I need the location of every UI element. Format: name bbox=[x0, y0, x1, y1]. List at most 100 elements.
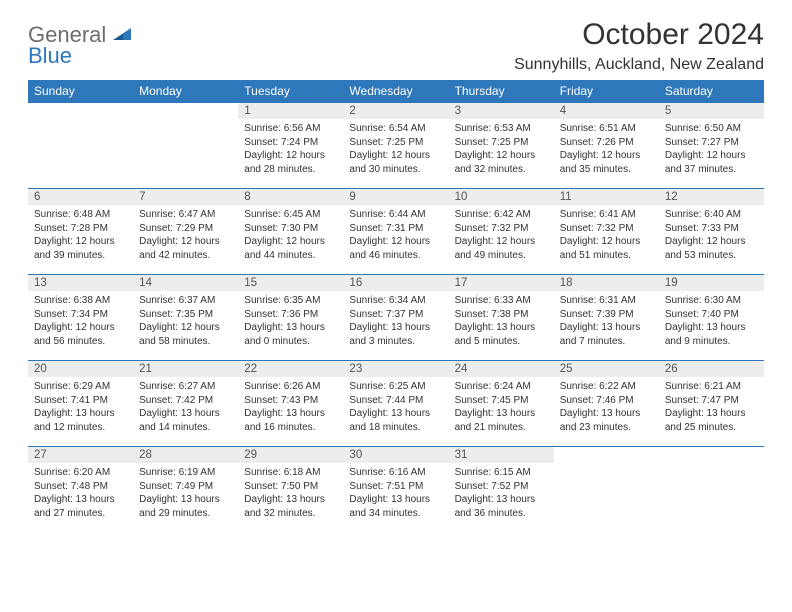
calendar-cell: 5Sunrise: 6:50 AMSunset: 7:27 PMDaylight… bbox=[659, 103, 764, 189]
day-details: Sunrise: 6:53 AMSunset: 7:25 PMDaylight:… bbox=[449, 119, 554, 180]
calendar-cell: 28Sunrise: 6:19 AMSunset: 7:49 PMDayligh… bbox=[133, 447, 238, 533]
calendar-cell: 4Sunrise: 6:51 AMSunset: 7:26 PMDaylight… bbox=[554, 103, 659, 189]
day-number: 6 bbox=[28, 189, 133, 205]
day-number: 3 bbox=[449, 103, 554, 119]
logo: General Blue bbox=[28, 24, 133, 67]
day-number: 13 bbox=[28, 275, 133, 291]
day-details: Sunrise: 6:50 AMSunset: 7:27 PMDaylight:… bbox=[659, 119, 764, 180]
calendar-cell: 10Sunrise: 6:42 AMSunset: 7:32 PMDayligh… bbox=[449, 189, 554, 275]
day-details: Sunrise: 6:31 AMSunset: 7:39 PMDaylight:… bbox=[554, 291, 659, 352]
day-details: Sunrise: 6:25 AMSunset: 7:44 PMDaylight:… bbox=[343, 377, 448, 438]
column-header: Saturday bbox=[659, 80, 764, 103]
day-details: Sunrise: 6:16 AMSunset: 7:51 PMDaylight:… bbox=[343, 463, 448, 524]
day-number: 10 bbox=[449, 189, 554, 205]
day-number: 9 bbox=[343, 189, 448, 205]
day-details: Sunrise: 6:33 AMSunset: 7:38 PMDaylight:… bbox=[449, 291, 554, 352]
calendar-cell: 27Sunrise: 6:20 AMSunset: 7:48 PMDayligh… bbox=[28, 447, 133, 533]
day-number: 27 bbox=[28, 447, 133, 463]
column-header: Monday bbox=[133, 80, 238, 103]
location: Sunnyhills, Auckland, New Zealand bbox=[514, 56, 764, 74]
day-number: 14 bbox=[133, 275, 238, 291]
day-number: 16 bbox=[343, 275, 448, 291]
day-number bbox=[133, 103, 238, 119]
calendar-cell: 26Sunrise: 6:21 AMSunset: 7:47 PMDayligh… bbox=[659, 361, 764, 447]
day-details: Sunrise: 6:24 AMSunset: 7:45 PMDaylight:… bbox=[449, 377, 554, 438]
day-details: Sunrise: 6:42 AMSunset: 7:32 PMDaylight:… bbox=[449, 205, 554, 266]
calendar-table: SundayMondayTuesdayWednesdayThursdayFrid… bbox=[28, 80, 764, 533]
column-header: Tuesday bbox=[238, 80, 343, 103]
calendar-cell: 18Sunrise: 6:31 AMSunset: 7:39 PMDayligh… bbox=[554, 275, 659, 361]
calendar-week: 13Sunrise: 6:38 AMSunset: 7:34 PMDayligh… bbox=[28, 275, 764, 361]
day-number: 20 bbox=[28, 361, 133, 377]
day-number: 5 bbox=[659, 103, 764, 119]
calendar-cell-empty bbox=[133, 103, 238, 189]
day-number: 24 bbox=[449, 361, 554, 377]
calendar-cell: 30Sunrise: 6:16 AMSunset: 7:51 PMDayligh… bbox=[343, 447, 448, 533]
calendar-cell: 17Sunrise: 6:33 AMSunset: 7:38 PMDayligh… bbox=[449, 275, 554, 361]
day-number: 25 bbox=[554, 361, 659, 377]
calendar-cell: 9Sunrise: 6:44 AMSunset: 7:31 PMDaylight… bbox=[343, 189, 448, 275]
column-header: Wednesday bbox=[343, 80, 448, 103]
calendar-cell: 20Sunrise: 6:29 AMSunset: 7:41 PMDayligh… bbox=[28, 361, 133, 447]
calendar-cell: 1Sunrise: 6:56 AMSunset: 7:24 PMDaylight… bbox=[238, 103, 343, 189]
calendar-cell: 31Sunrise: 6:15 AMSunset: 7:52 PMDayligh… bbox=[449, 447, 554, 533]
calendar-week: 1Sunrise: 6:56 AMSunset: 7:24 PMDaylight… bbox=[28, 103, 764, 189]
day-number: 11 bbox=[554, 189, 659, 205]
calendar-cell: 2Sunrise: 6:54 AMSunset: 7:25 PMDaylight… bbox=[343, 103, 448, 189]
day-number bbox=[659, 447, 764, 463]
day-details: Sunrise: 6:22 AMSunset: 7:46 PMDaylight:… bbox=[554, 377, 659, 438]
day-details: Sunrise: 6:47 AMSunset: 7:29 PMDaylight:… bbox=[133, 205, 238, 266]
calendar-cell: 23Sunrise: 6:25 AMSunset: 7:44 PMDayligh… bbox=[343, 361, 448, 447]
header: General Blue October 2024 Sunnyhills, Au… bbox=[28, 18, 764, 74]
calendar-cell: 14Sunrise: 6:37 AMSunset: 7:35 PMDayligh… bbox=[133, 275, 238, 361]
calendar-cell: 12Sunrise: 6:40 AMSunset: 7:33 PMDayligh… bbox=[659, 189, 764, 275]
calendar-week: 27Sunrise: 6:20 AMSunset: 7:48 PMDayligh… bbox=[28, 447, 764, 533]
calendar-cell: 7Sunrise: 6:47 AMSunset: 7:29 PMDaylight… bbox=[133, 189, 238, 275]
day-number: 7 bbox=[133, 189, 238, 205]
calendar-cell: 13Sunrise: 6:38 AMSunset: 7:34 PMDayligh… bbox=[28, 275, 133, 361]
calendar-cell: 16Sunrise: 6:34 AMSunset: 7:37 PMDayligh… bbox=[343, 275, 448, 361]
day-details: Sunrise: 6:48 AMSunset: 7:28 PMDaylight:… bbox=[28, 205, 133, 266]
calendar-cell-empty bbox=[554, 447, 659, 533]
day-number: 15 bbox=[238, 275, 343, 291]
day-details: Sunrise: 6:18 AMSunset: 7:50 PMDaylight:… bbox=[238, 463, 343, 524]
day-details: Sunrise: 6:34 AMSunset: 7:37 PMDaylight:… bbox=[343, 291, 448, 352]
calendar-cell: 25Sunrise: 6:22 AMSunset: 7:46 PMDayligh… bbox=[554, 361, 659, 447]
calendar-cell-empty bbox=[28, 103, 133, 189]
page: General Blue October 2024 Sunnyhills, Au… bbox=[0, 0, 792, 553]
day-details: Sunrise: 6:44 AMSunset: 7:31 PMDaylight:… bbox=[343, 205, 448, 266]
calendar-body: 1Sunrise: 6:56 AMSunset: 7:24 PMDaylight… bbox=[28, 103, 764, 533]
day-number: 4 bbox=[554, 103, 659, 119]
day-details: Sunrise: 6:40 AMSunset: 7:33 PMDaylight:… bbox=[659, 205, 764, 266]
day-number: 1 bbox=[238, 103, 343, 119]
calendar-cell: 11Sunrise: 6:41 AMSunset: 7:32 PMDayligh… bbox=[554, 189, 659, 275]
column-header: Friday bbox=[554, 80, 659, 103]
column-header: Thursday bbox=[449, 80, 554, 103]
day-number: 28 bbox=[133, 447, 238, 463]
calendar-cell: 3Sunrise: 6:53 AMSunset: 7:25 PMDaylight… bbox=[449, 103, 554, 189]
day-number: 23 bbox=[343, 361, 448, 377]
title-block: October 2024 Sunnyhills, Auckland, New Z… bbox=[514, 18, 764, 74]
calendar-cell: 6Sunrise: 6:48 AMSunset: 7:28 PMDaylight… bbox=[28, 189, 133, 275]
day-details: Sunrise: 6:51 AMSunset: 7:26 PMDaylight:… bbox=[554, 119, 659, 180]
calendar-cell: 19Sunrise: 6:30 AMSunset: 7:40 PMDayligh… bbox=[659, 275, 764, 361]
calendar-cell: 24Sunrise: 6:24 AMSunset: 7:45 PMDayligh… bbox=[449, 361, 554, 447]
day-number: 8 bbox=[238, 189, 343, 205]
day-number: 31 bbox=[449, 447, 554, 463]
day-number: 2 bbox=[343, 103, 448, 119]
day-number bbox=[28, 103, 133, 119]
day-details: Sunrise: 6:45 AMSunset: 7:30 PMDaylight:… bbox=[238, 205, 343, 266]
day-details: Sunrise: 6:29 AMSunset: 7:41 PMDaylight:… bbox=[28, 377, 133, 438]
day-details: Sunrise: 6:19 AMSunset: 7:49 PMDaylight:… bbox=[133, 463, 238, 524]
day-number: 26 bbox=[659, 361, 764, 377]
day-number: 18 bbox=[554, 275, 659, 291]
day-details: Sunrise: 6:20 AMSunset: 7:48 PMDaylight:… bbox=[28, 463, 133, 524]
calendar-week: 6Sunrise: 6:48 AMSunset: 7:28 PMDaylight… bbox=[28, 189, 764, 275]
day-details: Sunrise: 6:30 AMSunset: 7:40 PMDaylight:… bbox=[659, 291, 764, 352]
day-number: 19 bbox=[659, 275, 764, 291]
column-header: Sunday bbox=[28, 80, 133, 103]
day-details: Sunrise: 6:41 AMSunset: 7:32 PMDaylight:… bbox=[554, 205, 659, 266]
day-number: 30 bbox=[343, 447, 448, 463]
day-number: 12 bbox=[659, 189, 764, 205]
day-number bbox=[554, 447, 659, 463]
